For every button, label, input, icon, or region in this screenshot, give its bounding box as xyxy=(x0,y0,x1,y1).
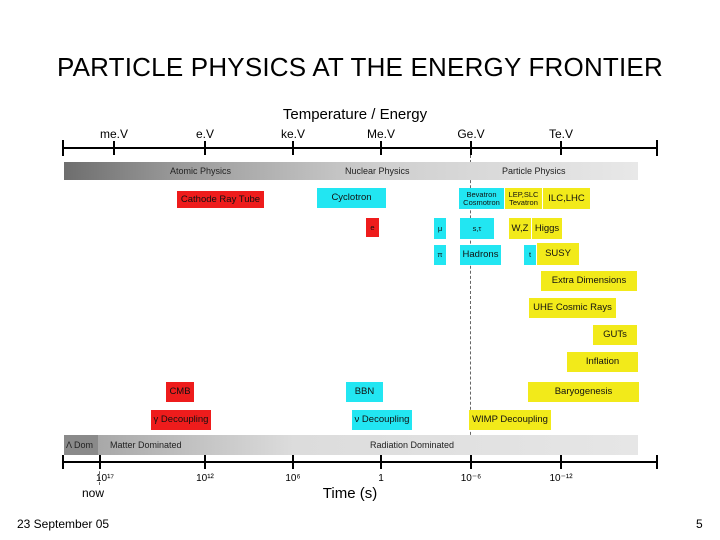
bottom-axis-title: Time (s) xyxy=(322,485,378,502)
lambda-dominated-segment xyxy=(64,435,98,455)
electron-box: e xyxy=(366,218,379,237)
physics-domain-bar xyxy=(64,162,638,180)
bottom-tick-label: 10⁻¹² xyxy=(549,473,573,484)
bottom-tick-label: 10¹⁷ xyxy=(95,473,115,484)
lep-slc-tevatron-box: LEP,SLC Tevatron xyxy=(505,188,542,209)
particle-physics-label: Particle Physics xyxy=(502,166,566,176)
top-tick-kev xyxy=(292,141,294,155)
higgs-box: Higgs xyxy=(532,218,562,239)
neutrino-decoupling-box: ν Decoupling xyxy=(352,410,412,430)
muon-box: μ xyxy=(434,218,446,239)
susy-box: SUSY xyxy=(537,243,579,265)
bottom-axis-line xyxy=(62,461,658,463)
matter-dominated-label: Matter Dominated xyxy=(110,440,182,450)
bottom-tick xyxy=(292,455,294,469)
footer-date: 23 September 05 xyxy=(17,517,110,531)
slide-title: PARTICLE PHYSICS AT THE ENERGY FRONTIER xyxy=(57,52,663,82)
extra-dimensions-box: Extra Dimensions xyxy=(541,271,637,291)
top-axis-line xyxy=(62,147,658,149)
lambda-dominated-label: Λ Dom xyxy=(66,440,94,450)
top-tick-label: e.V xyxy=(195,127,214,141)
bottom-tick xyxy=(380,455,382,469)
cyclotron-box: Cyclotron xyxy=(317,188,386,208)
bottom-axis-right-cap xyxy=(656,455,658,469)
top-axis-right-cap xyxy=(656,140,658,156)
top-tick-ev xyxy=(204,141,206,155)
cathode-ray-tube-box: Cathode Ray Tube xyxy=(177,191,264,208)
top-axis-title: Temperature / Energy xyxy=(282,106,428,123)
top-tick-label: me.V xyxy=(99,127,128,141)
uhe-cosmic-rays-box: UHE Cosmic Rays xyxy=(529,298,616,318)
bevatron-cosmotron-box: Bevatron Cosmotron xyxy=(459,188,504,209)
top-tick-label: Me.V xyxy=(366,127,395,141)
bbn-box: BBN xyxy=(346,382,383,402)
now-guide-line xyxy=(99,455,100,485)
guts-box: GUTs xyxy=(593,325,637,345)
cmb-box: CMB xyxy=(166,382,194,402)
nuclear-physics-label: Nuclear Physics xyxy=(345,166,410,176)
pion-box: π xyxy=(434,245,446,265)
photon-decoupling-box: γ Decoupling xyxy=(151,410,211,430)
top-tick-label: Ge.V xyxy=(457,127,485,141)
radiation-dominated-label: Radiation Dominated xyxy=(370,440,455,450)
top-tick-mev-small xyxy=(113,141,115,155)
gev-guide-line xyxy=(470,155,471,445)
top-tick-tev xyxy=(560,141,562,155)
ilc-lhc-box: ILC,LHC xyxy=(543,188,590,209)
bottom-tick-now xyxy=(99,455,101,469)
bottom-tick-label: 10⁶ xyxy=(285,473,301,484)
wz-box: W,Z xyxy=(509,218,531,239)
top-tick-label: ke.V xyxy=(280,127,305,141)
wimp-decoupling-box: WIMP Decoupling xyxy=(469,410,551,430)
inflation-box: Inflation xyxy=(567,352,638,372)
bottom-tick xyxy=(560,455,562,469)
top-tick-gev xyxy=(470,141,472,155)
strange-tau-box: s,τ xyxy=(460,218,494,239)
now-label: now xyxy=(82,486,105,500)
bottom-tick xyxy=(470,455,472,469)
era-bar xyxy=(64,435,638,455)
hadrons-box: Hadrons xyxy=(460,245,501,265)
bottom-tick-label: 1 xyxy=(378,473,384,484)
top-tick-mev xyxy=(380,141,382,155)
bottom-axis-left-cap xyxy=(62,455,64,469)
top-quark-box: t xyxy=(524,245,536,265)
baryogenesis-box: Baryogenesis xyxy=(528,382,639,402)
bottom-tick-label: 10¹² xyxy=(196,473,214,484)
atomic-physics-label: Atomic Physics xyxy=(170,166,232,176)
page-number: 5 xyxy=(696,517,703,531)
top-axis-left-cap xyxy=(62,140,64,156)
bottom-tick-label: 10⁻⁶ xyxy=(460,473,482,484)
bottom-tick xyxy=(204,455,206,469)
top-tick-label: Te.V xyxy=(548,127,573,141)
